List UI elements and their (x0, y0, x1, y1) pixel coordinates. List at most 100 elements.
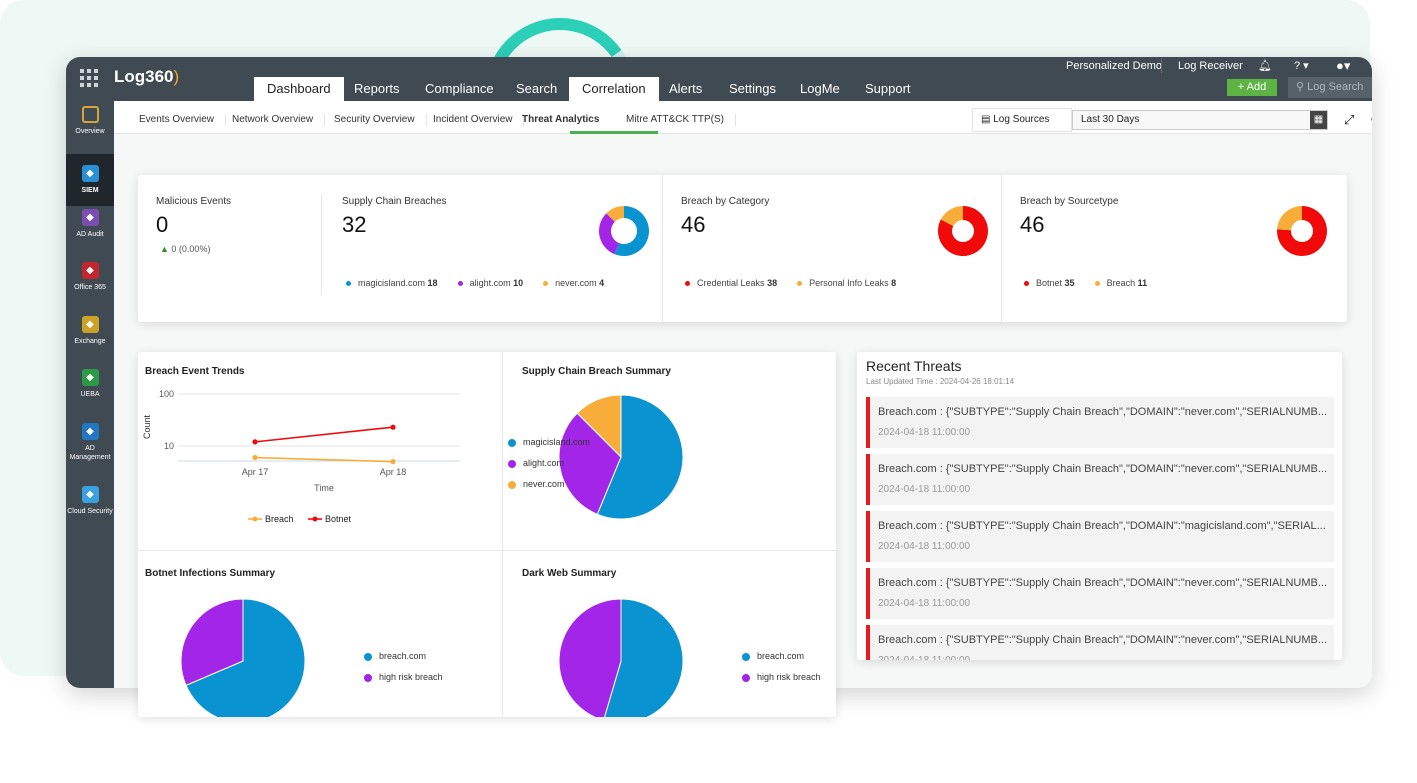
subtab-security-overview[interactable]: Security Overview (323, 114, 427, 126)
exchange-mail-icon: ◆ (81, 316, 99, 333)
sidebar-item-cloud-security[interactable]: ◆ Cloud Security (66, 486, 114, 516)
nav-tab-correlation[interactable]: Correlation (569, 77, 659, 101)
subtab-threat-analytics[interactable]: Threat Analytics (522, 114, 600, 125)
threat-item[interactable]: Breach.com : {"SUBTYPE":"Supply Chain Br… (866, 511, 1334, 562)
legend-item[interactable]: high risk breach (742, 667, 821, 688)
log-sources-button[interactable]: ▤ Log Sources (972, 108, 1072, 132)
threat-item[interactable]: Breach.com : {"SUBTYPE":"Supply Chain Br… (866, 454, 1334, 505)
chart-title: Supply Chain Breach Summary (522, 366, 671, 377)
sidebar-item-label: Exchange (74, 338, 106, 345)
sidebar-item-label: SIEM (81, 187, 99, 194)
stat-title: Breach by Category (681, 196, 770, 207)
nav-tab-settings[interactable]: Settings (729, 81, 776, 96)
search-icon: ⚲ (1296, 81, 1308, 93)
personalized-demo-link[interactable]: Personalized Demo (1066, 60, 1162, 72)
threat-item[interactable]: Breach.com : {"SUBTYPE":"Supply Chain Br… (866, 625, 1334, 660)
threat-time: 2024-04-18 11:00:00 (878, 541, 971, 552)
nav-tab-alerts[interactable]: Alerts (669, 81, 703, 96)
pie-slice[interactable] (558, 412, 622, 515)
legend-dot (742, 673, 750, 682)
sidebar-item-ad-audit[interactable]: ◆ AD Audit (66, 209, 114, 239)
up-arrow-icon: ▲ (160, 244, 172, 254)
office365-icon: ◆ (81, 262, 99, 279)
log-search-input[interactable]: ⚲ Log Search (1288, 77, 1372, 98)
add-button[interactable]: + Add (1227, 79, 1277, 96)
breach-by-sourcetype-stat: Breach by Sourcetype 46 Botnet 35 Breach 11 (1002, 175, 1341, 322)
threat-time: 2024-04-18 11:00:00 (878, 655, 970, 660)
supply-slice[interactable] (606, 206, 624, 222)
sidebar-item-ad-management[interactable]: ◆ AD Management (66, 423, 114, 462)
calendar-icon[interactable]: ▦ (1310, 111, 1327, 129)
legend-marker (312, 516, 318, 522)
data-point[interactable] (252, 439, 258, 445)
refresh-icon[interactable]: ⟳ (1371, 112, 1372, 128)
legend-marker (252, 516, 258, 522)
nav-tab-logme[interactable]: LogMe (800, 81, 840, 96)
subtab-mitre-att-ck-ttp-s-[interactable]: Mitre ATT&CK TTP(S) (615, 114, 736, 126)
series-line-botnet (254, 426, 394, 443)
legend-item[interactable]: breach.com (742, 646, 821, 667)
legend-dot (797, 281, 803, 287)
sidebar-item-siem[interactable]: ◆ SIEM (66, 154, 114, 206)
category-donut-chart (938, 206, 988, 256)
threat-time: 2024-04-18 11:00:00 (878, 484, 971, 495)
pie-legend: magicisland.com alight.com never.com (508, 432, 590, 495)
date-range-picker[interactable]: Last 30 Days (1072, 110, 1328, 130)
legend-item[interactable]: breach.com (364, 646, 443, 667)
threat-message: Breach.com : {"SUBTYPE":"Supply Chain Br… (878, 577, 1328, 589)
category-slice[interactable] (940, 206, 963, 226)
bell-icon[interactable]: 🔔︎ (1258, 60, 1272, 72)
subtab-events-overview[interactable]: Events Overview (128, 114, 227, 126)
x-axis-label: Time (314, 483, 334, 493)
help-menu[interactable]: ? ▾ (1294, 60, 1309, 72)
legend-item[interactable]: alight.com (508, 453, 590, 474)
overview-grid-icon (81, 106, 99, 123)
supply-slice[interactable] (614, 206, 649, 256)
fullscreen-icon[interactable]: ⤢ (1344, 112, 1355, 127)
nav-tab-search[interactable]: Search (516, 81, 558, 96)
database-icon: ▤ (981, 114, 994, 125)
nav-tab-dashboard[interactable]: Dashboard (254, 77, 344, 101)
sidebar-item-exchange[interactable]: ◆ Exchange (66, 316, 114, 346)
log-receiver-link[interactable]: Log Receiver (1178, 60, 1243, 72)
nav-tab-support[interactable]: Support (865, 81, 911, 96)
threat-item[interactable]: Breach.com : {"SUBTYPE":"Supply Chain Br… (866, 397, 1334, 448)
threat-message: Breach.com : {"SUBTYPE":"Supply Chain Br… (878, 520, 1326, 532)
pie-slice[interactable] (185, 598, 306, 717)
legend-item[interactable]: never.com (508, 474, 590, 495)
sidebar-item-label: UEBA (80, 391, 100, 398)
nav-tab-compliance[interactable]: Compliance (425, 81, 494, 96)
logo[interactable]: Log360) (114, 67, 180, 86)
nav-tab-reports[interactable]: Reports (354, 81, 400, 96)
sourcetype-slice[interactable] (1277, 206, 1327, 256)
stat-legend: magicisland.com 18 alight.com 10 never.com… (346, 278, 604, 288)
user-avatar-icon[interactable]: ●▾ (1336, 58, 1351, 73)
legend-dot (508, 438, 516, 447)
sidebar-item-ueba[interactable]: ◆ UEBA (66, 369, 114, 399)
pie-slice[interactable] (180, 598, 244, 687)
data-point[interactable] (390, 424, 396, 430)
ad-audit-icon: ◆ (81, 209, 99, 226)
data-point[interactable] (390, 459, 396, 465)
pie-slice[interactable] (576, 394, 622, 459)
sidebar-item-overview[interactable]: Overview (66, 106, 114, 136)
subtab-network-overview[interactable]: Network Overview (221, 114, 326, 126)
threat-item[interactable]: Breach.com : {"SUBTYPE":"Supply Chain Br… (866, 568, 1334, 619)
legend-dot (364, 652, 372, 661)
legend-item[interactable]: high risk breach (364, 667, 443, 688)
data-point[interactable] (252, 454, 258, 461)
sourcetype-slice[interactable] (1277, 206, 1302, 231)
apps-grid-icon[interactable] (80, 69, 98, 87)
pie-slice[interactable] (596, 394, 684, 520)
category-slice[interactable] (938, 206, 988, 256)
threat-time: 2024-04-18 11:00:00 (878, 427, 971, 438)
pie-slice[interactable] (558, 598, 622, 717)
divider (321, 195, 322, 295)
subtab-incident-overview[interactable]: Incident Overview (422, 114, 525, 126)
sidebar-item-label: Overview (75, 128, 105, 135)
pie-slice[interactable] (604, 598, 684, 717)
legend-item[interactable]: magicisland.com (508, 432, 590, 453)
sidebar-item-office-365[interactable]: ◆ Office 365 (66, 262, 114, 292)
supply-slice[interactable] (599, 213, 620, 255)
supply-donut-chart (599, 206, 649, 256)
